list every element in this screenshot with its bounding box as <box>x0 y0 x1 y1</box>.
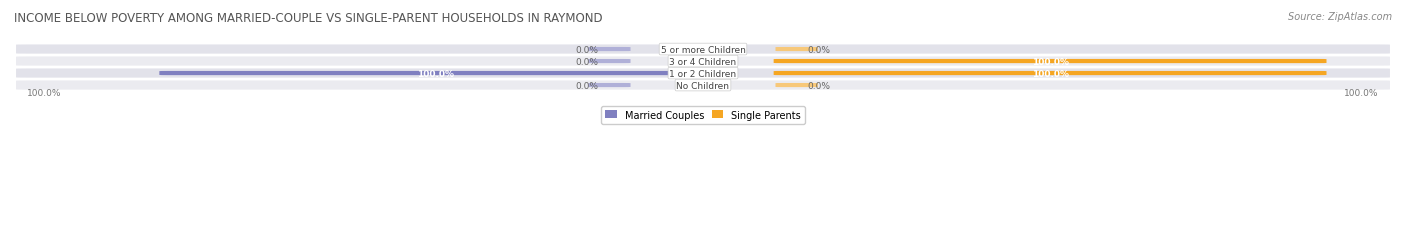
Text: 5 or more Children: 5 or more Children <box>661 45 745 54</box>
FancyBboxPatch shape <box>776 84 818 88</box>
Text: No Children: No Children <box>676 81 730 90</box>
FancyBboxPatch shape <box>773 72 1326 76</box>
FancyBboxPatch shape <box>15 68 1391 79</box>
FancyBboxPatch shape <box>588 60 630 64</box>
FancyBboxPatch shape <box>773 60 1326 64</box>
Text: 3 or 4 Children: 3 or 4 Children <box>669 57 737 66</box>
Text: 100.0%: 100.0% <box>1032 69 1069 78</box>
Text: 0.0%: 0.0% <box>575 57 599 66</box>
Text: 0.0%: 0.0% <box>807 45 831 54</box>
Text: Source: ZipAtlas.com: Source: ZipAtlas.com <box>1288 12 1392 21</box>
FancyBboxPatch shape <box>15 44 1391 55</box>
FancyBboxPatch shape <box>588 48 630 52</box>
FancyBboxPatch shape <box>776 48 818 52</box>
Text: 100.0%: 100.0% <box>1344 88 1379 97</box>
FancyBboxPatch shape <box>15 80 1391 91</box>
FancyBboxPatch shape <box>159 72 713 76</box>
FancyBboxPatch shape <box>15 56 1391 67</box>
Text: 1 or 2 Children: 1 or 2 Children <box>669 69 737 78</box>
Text: 100.0%: 100.0% <box>27 88 62 97</box>
Text: 100.0%: 100.0% <box>1032 57 1069 66</box>
Text: INCOME BELOW POVERTY AMONG MARRIED-COUPLE VS SINGLE-PARENT HOUSEHOLDS IN RAYMOND: INCOME BELOW POVERTY AMONG MARRIED-COUPL… <box>14 12 603 24</box>
FancyBboxPatch shape <box>588 84 630 88</box>
Text: 0.0%: 0.0% <box>575 45 599 54</box>
Text: 0.0%: 0.0% <box>807 81 831 90</box>
Text: 100.0%: 100.0% <box>418 69 454 78</box>
Legend: Married Couples, Single Parents: Married Couples, Single Parents <box>602 106 804 124</box>
Text: 0.0%: 0.0% <box>575 81 599 90</box>
